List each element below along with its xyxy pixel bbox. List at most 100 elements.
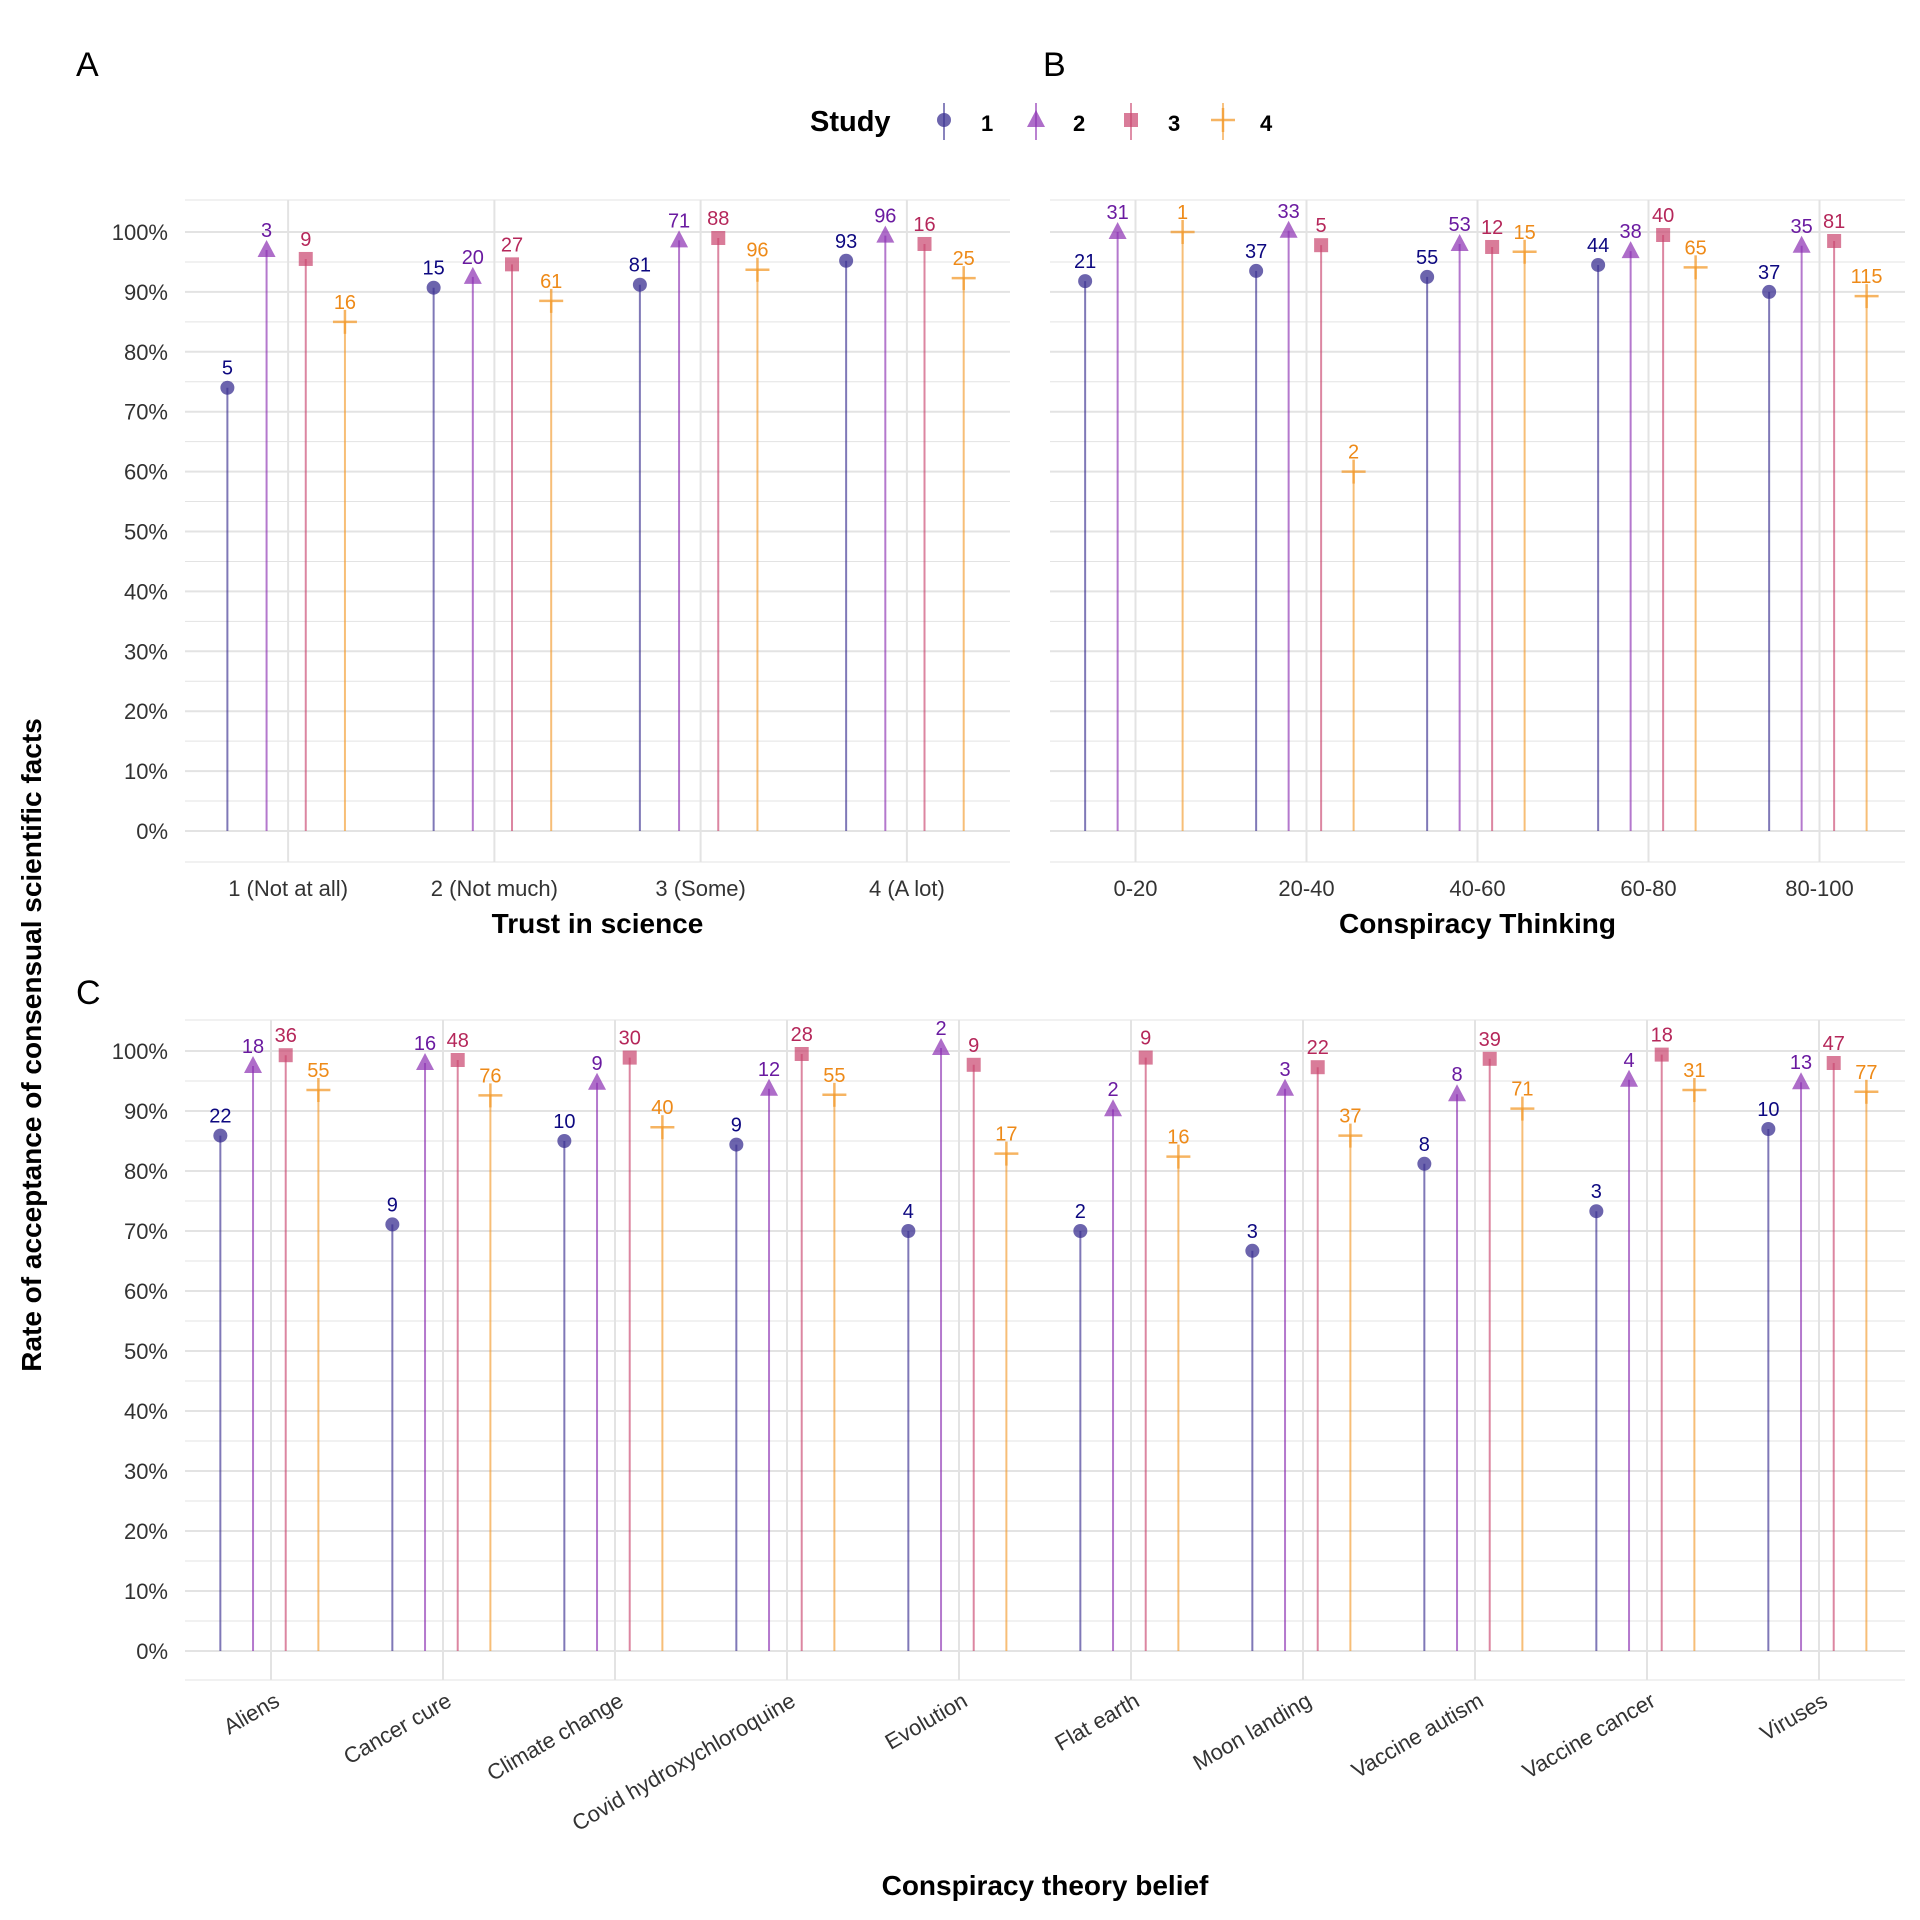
y-tick-label: 0% xyxy=(136,1639,168,1664)
panel-B: B 0-20 20-40 40-60 60-80 80-100 Conspiracy Thi… xyxy=(1043,46,1905,939)
point xyxy=(1656,227,1671,242)
x-axis-label: Trust in science xyxy=(492,908,704,939)
point xyxy=(711,230,726,245)
data-label: 9 xyxy=(387,1194,398,1216)
point xyxy=(1310,1060,1325,1075)
data-label: 40 xyxy=(1652,205,1674,227)
data-label: 55 xyxy=(823,1065,845,1087)
point xyxy=(1854,284,1879,309)
point xyxy=(385,1217,400,1232)
data-label: 37 xyxy=(1245,241,1267,263)
x-tick-label: Vaccine autism xyxy=(1347,1688,1487,1783)
point xyxy=(1485,239,1500,254)
data-label: 9 xyxy=(968,1035,979,1057)
point xyxy=(213,1128,228,1143)
panel-tag: B xyxy=(1043,46,1066,84)
point xyxy=(794,1047,809,1061)
point xyxy=(450,1053,465,1067)
data-label: 3 xyxy=(1279,1059,1290,1081)
point xyxy=(1104,1099,1123,1117)
data-label: 3 xyxy=(1591,1181,1602,1203)
point xyxy=(1827,233,1842,248)
panel-C: C 0% 10% 20% 30% 40% 50% 60% 70% 80% 90% 100% Aliens… xyxy=(76,974,1905,1901)
y-tick-label: 0% xyxy=(136,819,168,844)
data-label: 81 xyxy=(629,255,651,277)
point xyxy=(1279,220,1298,238)
y-tick-label: 50% xyxy=(124,1339,168,1364)
series-1: 22 9 10 9 4 2 3 8 3 10 xyxy=(209,1099,1779,1651)
point xyxy=(994,1141,1019,1166)
data-label: 37 xyxy=(1339,1106,1361,1128)
data-label: 71 xyxy=(668,210,690,232)
x-axis: 1 (Not at all) 2 (Not much) 3 (Some) 4 (A l… xyxy=(228,876,945,901)
point xyxy=(244,1056,263,1073)
x-tick-label: Climate change xyxy=(483,1688,628,1786)
data-label: 9 xyxy=(731,1115,742,1137)
x-axis-label: Conspiracy theory belief xyxy=(882,1870,1209,1901)
point xyxy=(1245,1243,1260,1258)
y-tick-label: 70% xyxy=(124,1219,168,1244)
x-tick-label: Viruses xyxy=(1756,1688,1832,1746)
data-label: 47 xyxy=(1823,1033,1845,1055)
data-label: 18 xyxy=(242,1036,264,1058)
y-tick-label: 30% xyxy=(124,1459,168,1484)
point xyxy=(729,1137,744,1152)
panel-tag: C xyxy=(76,974,101,1012)
series-4: 16 61 96 25 xyxy=(332,240,976,831)
data-label: 2 xyxy=(935,1018,946,1040)
data-label: 22 xyxy=(209,1106,231,1128)
data-label: 88 xyxy=(707,208,729,230)
y-tick-label: 40% xyxy=(124,579,168,604)
data-label: 5 xyxy=(222,358,233,380)
legend-label: 2 xyxy=(1073,111,1085,136)
data-label: 71 xyxy=(1511,1079,1533,1101)
point xyxy=(932,1038,951,1055)
series-3: 36 48 30 28 9 9 22 39 18 47 xyxy=(275,1024,1845,1651)
data-label: 8 xyxy=(1419,1134,1430,1156)
point xyxy=(257,239,276,257)
data-label: 77 xyxy=(1855,1062,1877,1084)
y-tick-label: 90% xyxy=(124,1099,168,1124)
y-tick-label: 30% xyxy=(124,639,168,664)
legend-key-marker xyxy=(1027,110,1045,127)
legend-entry-1: 1 xyxy=(937,103,993,140)
x-axis-label: Conspiracy Thinking xyxy=(1339,908,1616,939)
data-label: 81 xyxy=(1823,211,1845,233)
point xyxy=(1620,1069,1639,1087)
data-label: 25 xyxy=(953,248,975,270)
legend-entry-2: 2 xyxy=(1027,103,1085,140)
data-label: 22 xyxy=(1307,1037,1329,1059)
point xyxy=(1448,1084,1467,1102)
data-label: 2 xyxy=(1075,1201,1086,1223)
data-label: 15 xyxy=(1513,222,1535,244)
point xyxy=(332,309,357,334)
data-label: 61 xyxy=(540,271,562,293)
panel-tag: A xyxy=(76,46,99,84)
legend-key-marker xyxy=(1124,113,1138,127)
point xyxy=(1792,1072,1811,1090)
series-3: 9 27 88 16 xyxy=(298,208,936,831)
point xyxy=(1166,1144,1191,1169)
point xyxy=(1683,255,1708,280)
point xyxy=(917,236,932,251)
point xyxy=(463,266,482,284)
point xyxy=(1621,241,1640,259)
point xyxy=(1512,239,1537,264)
point xyxy=(1420,269,1435,284)
series-4: 55 76 40 55 17 16 37 71 31 77 xyxy=(306,1060,1879,1651)
legend: Study 1 2 3 4 xyxy=(810,103,1273,140)
panels: A0%10%20%30%40%50%60%70%80%90%100%1 (Not… xyxy=(76,46,1905,1901)
y-tick-label: 40% xyxy=(124,1399,168,1424)
point xyxy=(1249,263,1264,278)
point xyxy=(557,1134,572,1148)
data-label: 93 xyxy=(835,231,857,253)
legend-key-marker xyxy=(1211,108,1235,132)
data-label: 9 xyxy=(1140,1028,1151,1050)
data-label: 76 xyxy=(479,1065,501,1087)
legend-entry-4: 4 xyxy=(1211,103,1273,140)
